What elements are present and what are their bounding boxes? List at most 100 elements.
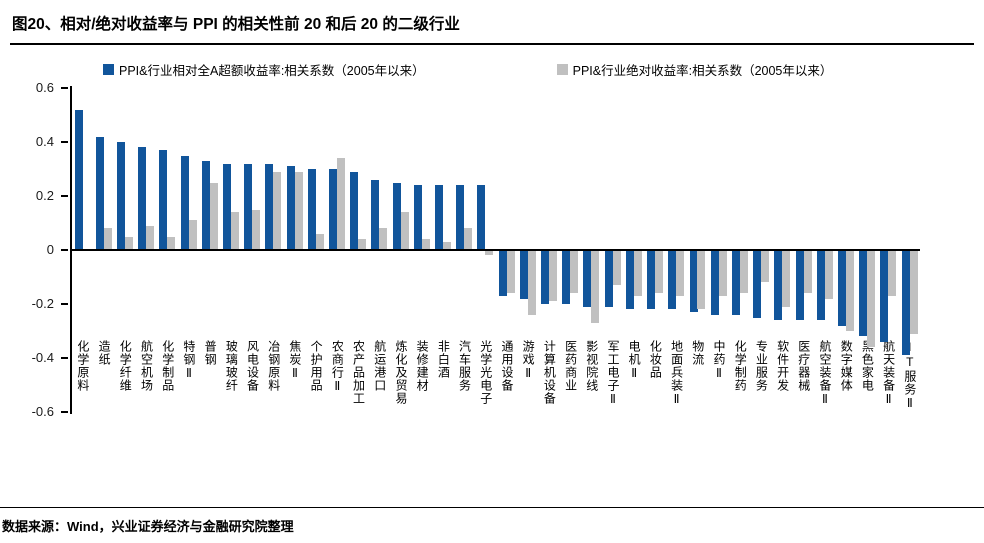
absolute-return-bar (485, 250, 494, 256)
relative-return-bar (562, 250, 571, 304)
category-label: 军工电子Ⅱ (605, 340, 620, 407)
category-label: 游戏Ⅱ (521, 340, 536, 381)
bar-group (560, 88, 581, 331)
bar-group (220, 88, 241, 331)
category-label: 化学制药 (733, 340, 748, 392)
absolute-return-bar (273, 171, 282, 250)
category-label: 光学光电子 (478, 340, 493, 405)
bar-group (666, 88, 687, 331)
category-column: 非白酒 (432, 88, 453, 412)
absolute-return-bar (782, 250, 791, 307)
absolute-return-bar (209, 182, 218, 250)
figure-title: 图20、相对/绝对收益率与 PPI 的相关性前 20 和后 20 的二级行业 (10, 8, 974, 45)
absolute-return-bar (506, 250, 515, 294)
bar-group (411, 88, 432, 331)
category-label: 软件开发 (775, 340, 790, 392)
absolute-return-bar (655, 250, 664, 294)
relative-return-bar (244, 163, 253, 250)
absolute-return-bar (612, 250, 621, 286)
category-label: 焦炭Ⅱ (287, 340, 302, 381)
bar-group (263, 88, 284, 331)
absolute-return-bar (549, 250, 558, 302)
absolute-return-bar (379, 228, 388, 250)
legend-label-relative: PPI&行业相对全A超额收益率:相关系数（2005年以来） (119, 64, 425, 78)
category-label: 装修建材 (415, 340, 430, 392)
relative-return-bar (837, 250, 846, 326)
relative-return-bar (307, 169, 316, 250)
bar-group (93, 88, 114, 331)
relative-return-bar (223, 163, 232, 250)
category-column: 地面兵装Ⅱ (666, 88, 687, 412)
absolute-return-bar (125, 236, 133, 250)
absolute-return-bar (443, 241, 452, 250)
category-column: 通用设备 (496, 88, 517, 412)
relative-return-bar (159, 150, 168, 250)
category-label: 地面兵装Ⅱ (669, 340, 684, 407)
absolute-return-bar (697, 250, 706, 310)
category-label: 农产品加工 (351, 340, 366, 405)
relative-return-bar (774, 250, 783, 321)
y-tick-label: 0.4 (35, 134, 54, 149)
bar-group (814, 88, 835, 331)
y-tick-mark (61, 141, 68, 143)
absolute-return-bar (867, 250, 876, 348)
category-column: 航空机场 (136, 88, 157, 412)
category-label: 影视院线 (584, 340, 599, 392)
bar-group (72, 88, 93, 331)
bar-group (899, 88, 920, 356)
relative-return-bar (329, 169, 338, 250)
category-label: 化妆品 (648, 340, 663, 379)
category-column: 风电设备 (242, 88, 263, 412)
plot-area: 0.6 0.4 0.2 0 -0.2 -0.4 -0.6 化学原料 造纸 化学纤维 航空机场 化学制… (32, 80, 920, 419)
category-column: 医药商业 (560, 88, 581, 412)
absolute-return-bar (252, 209, 261, 250)
category-label: 普钢 (203, 340, 218, 366)
absolute-return-bar (761, 250, 770, 283)
bar-group (369, 88, 390, 331)
relative-return-bar (350, 171, 359, 250)
absolute-return-bar (718, 250, 727, 296)
relative-return-bar (647, 250, 656, 310)
category-label: 化学制品 (160, 340, 175, 392)
category-label: 玻璃玻纤 (224, 340, 239, 392)
category-column: 影视院线 (581, 88, 602, 412)
absolute-return-bar (676, 250, 685, 296)
y-tick-mark (61, 249, 68, 251)
category-label: IT服务Ⅱ (902, 340, 917, 411)
category-column: 航运港口 (369, 88, 390, 412)
category-label: 中药Ⅱ (711, 340, 726, 381)
bar-group (878, 88, 899, 342)
relative-return-bar (435, 185, 444, 250)
category-column: 游戏Ⅱ (517, 88, 538, 412)
absolute-return-bar (824, 250, 833, 299)
bar-group (602, 88, 623, 331)
relative-return-bar (816, 250, 825, 321)
columns: 化学原料 造纸 化学纤维 航空机场 化学制品 特钢Ⅱ 普钢 玻璃玻纤 风电设备 冶钢原料 焦炭Ⅱ 个护… (72, 88, 920, 412)
absolute-return-bar (464, 228, 473, 250)
category-label: 炼化及贸易 (393, 340, 408, 405)
bar-group (687, 88, 708, 331)
category-column: 化学制药 (729, 88, 750, 412)
bar-group (793, 88, 814, 331)
category-column: 数字媒体 (835, 88, 856, 412)
absolute-return-bar (400, 212, 409, 250)
category-label: 特钢Ⅱ (181, 340, 196, 381)
absolute-return-bar (167, 236, 176, 250)
category-column: 医疗器械 (793, 88, 814, 412)
category-label: 化学原料 (75, 340, 90, 392)
category-label: 航运港口 (372, 340, 387, 392)
bar-group (199, 88, 220, 331)
relative-return-bar (74, 109, 83, 250)
bar-group (581, 88, 602, 331)
y-tick-label: -0.2 (31, 296, 54, 311)
category-label: 非白酒 (436, 340, 451, 379)
category-label: 冶钢原料 (266, 340, 281, 392)
relative-return-bar (371, 179, 380, 250)
relative-return-bar (859, 250, 868, 337)
footer: 数据来源：Wind，兴业证券经济与金融研究院整理 (0, 507, 984, 543)
category-label: 化学纤维 (118, 340, 133, 392)
zero-axis-line (72, 249, 920, 251)
legend-item-relative: PPI&行业相对全A超额收益率:相关系数（2005年以来） (103, 60, 425, 79)
absolute-return-bar (527, 250, 536, 315)
absolute-return-bar (421, 239, 430, 250)
